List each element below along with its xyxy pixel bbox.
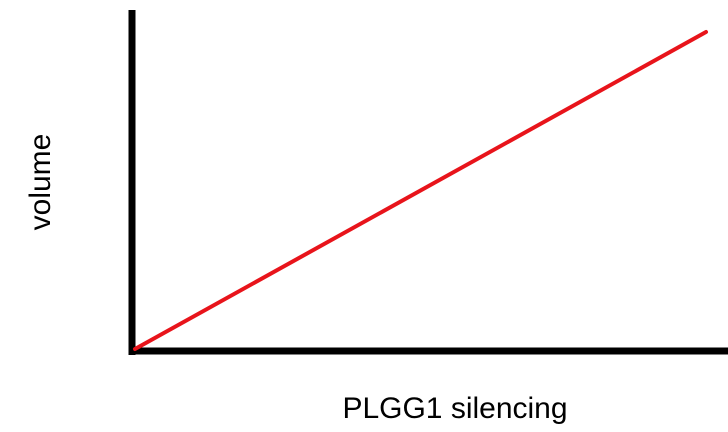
x-axis-label: PLGG1 silencing [342, 392, 567, 425]
y-axis-label: volume [24, 134, 57, 231]
trend-line [133, 30, 708, 351]
